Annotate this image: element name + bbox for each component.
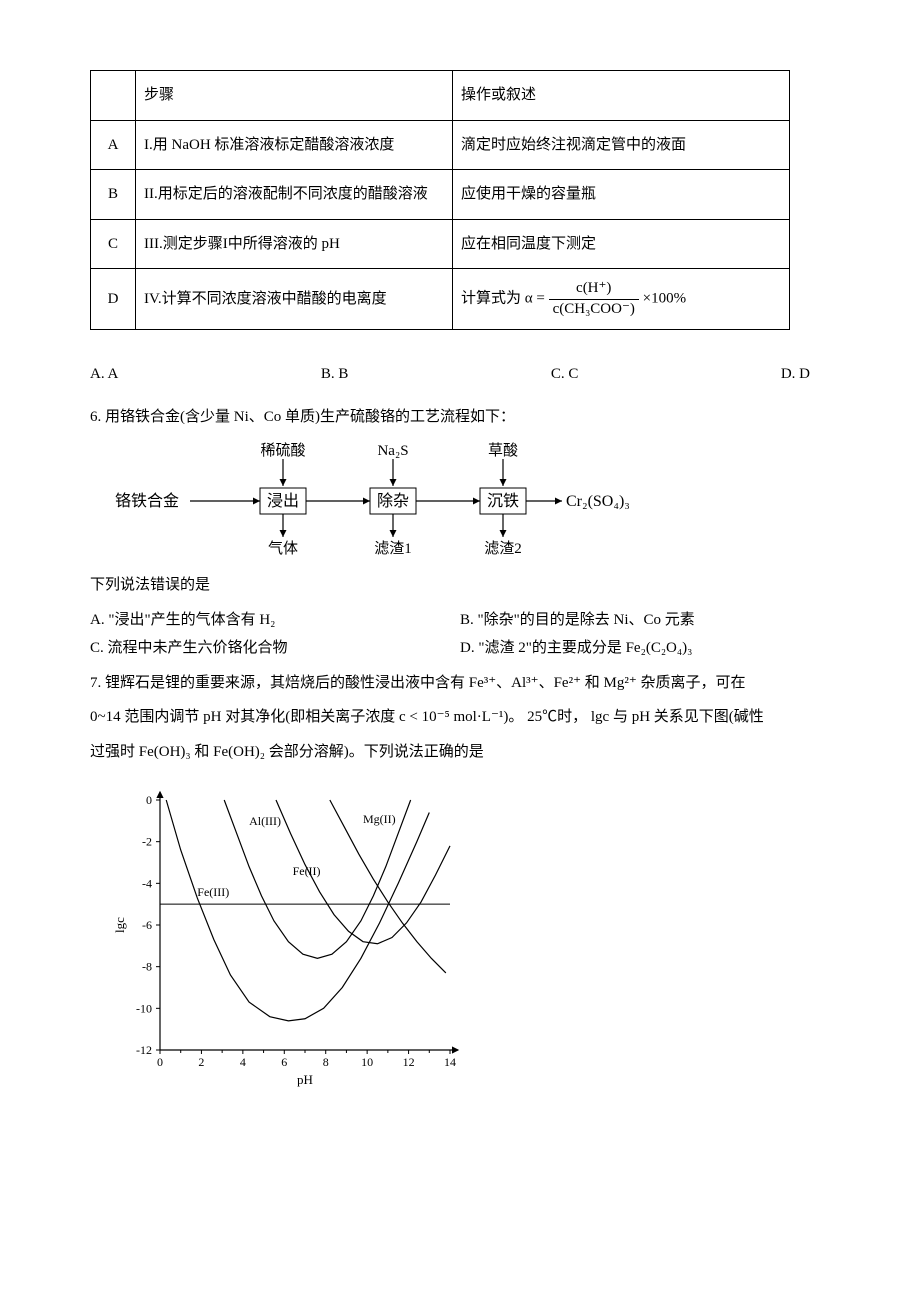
q7-l1-post: 杂质离子，可在 <box>637 675 746 691</box>
row-desc: 应使用干燥的容量瓶 <box>453 170 790 220</box>
option-b: B. "除杂"的目的是除去 Ni、Co 元素 <box>460 606 830 635</box>
q7-l2-pre: 0~14 范围内调节 pH 对其净化(即相关离子浓度 <box>90 709 399 725</box>
row-letter: C <box>91 219 136 269</box>
option-c: C. 流程中未产生六价铬化合物 <box>90 634 460 663</box>
row-step: I.用 NaOH 标准溶液标定醋酸溶液浓度 <box>136 120 453 170</box>
row-desc: 应在相同温度下测定 <box>453 219 790 269</box>
q6-stem: 6. 用铬铁合金(含少量 Ni、Co 单质)生产硫酸铬的工艺流程如下： <box>90 403 830 432</box>
svg-text:滤渣2: 滤渣2 <box>484 540 522 557</box>
row-letter: A <box>91 120 136 170</box>
svg-text:6: 6 <box>281 1055 287 1069</box>
option-a: A. "浸出"产生的气体含有 H₂ <box>90 606 460 635</box>
svg-text:除杂: 除杂 <box>377 492 409 510</box>
svg-text:滤渣1: 滤渣1 <box>374 540 412 557</box>
table-row: A I.用 NaOH 标准溶液标定醋酸溶液浓度 滴定时应始终注视滴定管中的液面 <box>91 120 790 170</box>
svg-text:-6: -6 <box>142 918 152 932</box>
table-header-blank <box>91 71 136 121</box>
svg-text:沉铁: 沉铁 <box>487 492 519 510</box>
q6-options-row1: A. "浸出"产生的气体含有 H₂ B. "除杂"的目的是除去 Ni、Co 元素 <box>90 606 830 635</box>
formula-prefix: 计算式为 α = <box>461 290 549 306</box>
table-row: D IV.计算不同浓度溶液中醋酸的电离度 计算式为 α = c(H⁺) c(CH… <box>91 269 790 330</box>
q7-l2-post: )。 25℃时， lgc 与 pH 关系见下图(碱性 <box>503 709 763 725</box>
q7-chart: 0 2 4 6 8 10 12 14 0 -2 -4 -6 -8 -10 -12 pH lgc Fe(III) Al… <box>110 780 830 1101</box>
svg-text:0: 0 <box>157 1055 163 1069</box>
fraction-den: c(CH₃COO⁻) <box>549 300 639 320</box>
row-step: IV.计算不同浓度溶液中醋酸的电离度 <box>136 269 453 330</box>
q6-after: 下列说法错误的是 <box>90 571 830 600</box>
row-letter: B <box>91 170 136 220</box>
svg-text:12: 12 <box>403 1055 415 1069</box>
q7-l2-c: c < 10⁻⁵ mol·L⁻¹ <box>399 709 503 725</box>
svg-text:pH: pH <box>297 1072 313 1087</box>
row-letter: D <box>91 269 136 330</box>
q7-line1: 7. 锂辉石是锂的重要来源，其焙烧后的酸性浸出液中含有 Fe³⁺、Al³⁺、Fe… <box>90 669 830 698</box>
q5-options: A. A B. B C. C D. D <box>90 360 810 389</box>
svg-text:铬铁合金: 铬铁合金 <box>115 491 179 510</box>
q7-l1-ions: Fe³⁺、Al³⁺、Fe²⁺ 和 Mg²⁺ <box>469 675 637 691</box>
svg-text:10: 10 <box>361 1055 373 1069</box>
q7-l1-pre: 7. 锂辉石是锂的重要来源，其焙烧后的酸性浸出液中含有 <box>90 675 469 691</box>
option-d: D. D <box>781 360 810 389</box>
option-d-formula: Fe₂(C₂O₄)₃ <box>626 640 693 656</box>
svg-text:-4: -4 <box>142 876 152 890</box>
svg-text:Na₂S: Na₂S <box>377 443 408 459</box>
svg-text:-8: -8 <box>142 960 152 974</box>
table-header-step: 步骤 <box>136 71 453 121</box>
svg-text:2: 2 <box>198 1055 204 1069</box>
q6-flow-diagram: 铬铁合金 Cr₂(SO₄)₃ 浸出 除杂 沉铁 稀硫酸 Na₂S 草酸气体 滤渣1 滤渣2 <box>110 441 830 561</box>
fraction-num: c(H⁺) <box>549 279 639 300</box>
svg-text:-2: -2 <box>142 835 152 849</box>
svg-text:8: 8 <box>323 1055 329 1069</box>
flowchart-svg: 铬铁合金 Cr₂(SO₄)₃ 浸出 除杂 沉铁 稀硫酸 Na₂S 草酸气体 滤渣1 滤渣2 <box>110 441 670 561</box>
option-d: D. "滤渣 2"的主要成分是 Fe₂(C₂O₄)₃ <box>460 634 830 663</box>
svg-text:Fe(III): Fe(III) <box>197 885 229 899</box>
option-b: B. B <box>321 360 349 389</box>
q5-table: 步骤 操作或叙述 A I.用 NaOH 标准溶液标定醋酸溶液浓度 滴定时应始终注… <box>90 70 790 330</box>
row-step: III.测定步骤I中所得溶液的 pH <box>136 219 453 269</box>
fraction: c(H⁺) c(CH₃COO⁻) <box>549 279 639 319</box>
row-desc: 滴定时应始终注视滴定管中的液面 <box>453 120 790 170</box>
svg-text:0: 0 <box>146 793 152 807</box>
formula-suffix: ×100% <box>643 290 686 306</box>
option-a: A. A <box>90 360 118 389</box>
svg-text:浸出: 浸出 <box>267 492 299 510</box>
svg-text:-12: -12 <box>136 1043 152 1057</box>
svg-text:气体: 气体 <box>268 540 298 557</box>
chart-svg: 0 2 4 6 8 10 12 14 0 -2 -4 -6 -8 -10 -12 pH lgc Fe(III) Al… <box>110 780 470 1090</box>
svg-text:4: 4 <box>240 1055 246 1069</box>
table-row: B II.用标定后的溶液配制不同浓度的醋酸溶液 应使用干燥的容量瓶 <box>91 170 790 220</box>
q7-line2: 0~14 范围内调节 pH 对其净化(即相关离子浓度 c < 10⁻⁵ mol·… <box>90 703 830 732</box>
row-step: II.用标定后的溶液配制不同浓度的醋酸溶液 <box>136 170 453 220</box>
svg-text:Al(III): Al(III) <box>249 814 281 828</box>
svg-text:-10: -10 <box>136 1001 152 1015</box>
svg-text:lgc: lgc <box>112 917 127 933</box>
table-header-desc: 操作或叙述 <box>453 71 790 121</box>
svg-text:稀硫酸: 稀硫酸 <box>260 442 305 459</box>
svg-text:14: 14 <box>444 1055 456 1069</box>
svg-text:Fe(II): Fe(II) <box>293 864 321 878</box>
svg-text:Mg(II): Mg(II) <box>363 812 396 826</box>
svg-text:草酸: 草酸 <box>488 442 518 459</box>
q6-options-row2: C. 流程中未产生六价铬化合物 D. "滤渣 2"的主要成分是 Fe₂(C₂O₄… <box>90 634 830 663</box>
row-desc: 计算式为 α = c(H⁺) c(CH₃COO⁻) ×100% <box>453 269 790 330</box>
option-c: C. C <box>551 360 579 389</box>
table-row: C III.测定步骤I中所得溶液的 pH 应在相同温度下测定 <box>91 219 790 269</box>
q7-line3: 过强时 Fe(OH)₃ 和 Fe(OH)₂ 会部分溶解)。下列说法正确的是 <box>90 738 830 767</box>
svg-text:Cr₂(SO₄)₃: Cr₂(SO₄)₃ <box>566 493 630 510</box>
option-d-pre: D. "滤渣 2"的主要成分是 <box>460 640 626 656</box>
